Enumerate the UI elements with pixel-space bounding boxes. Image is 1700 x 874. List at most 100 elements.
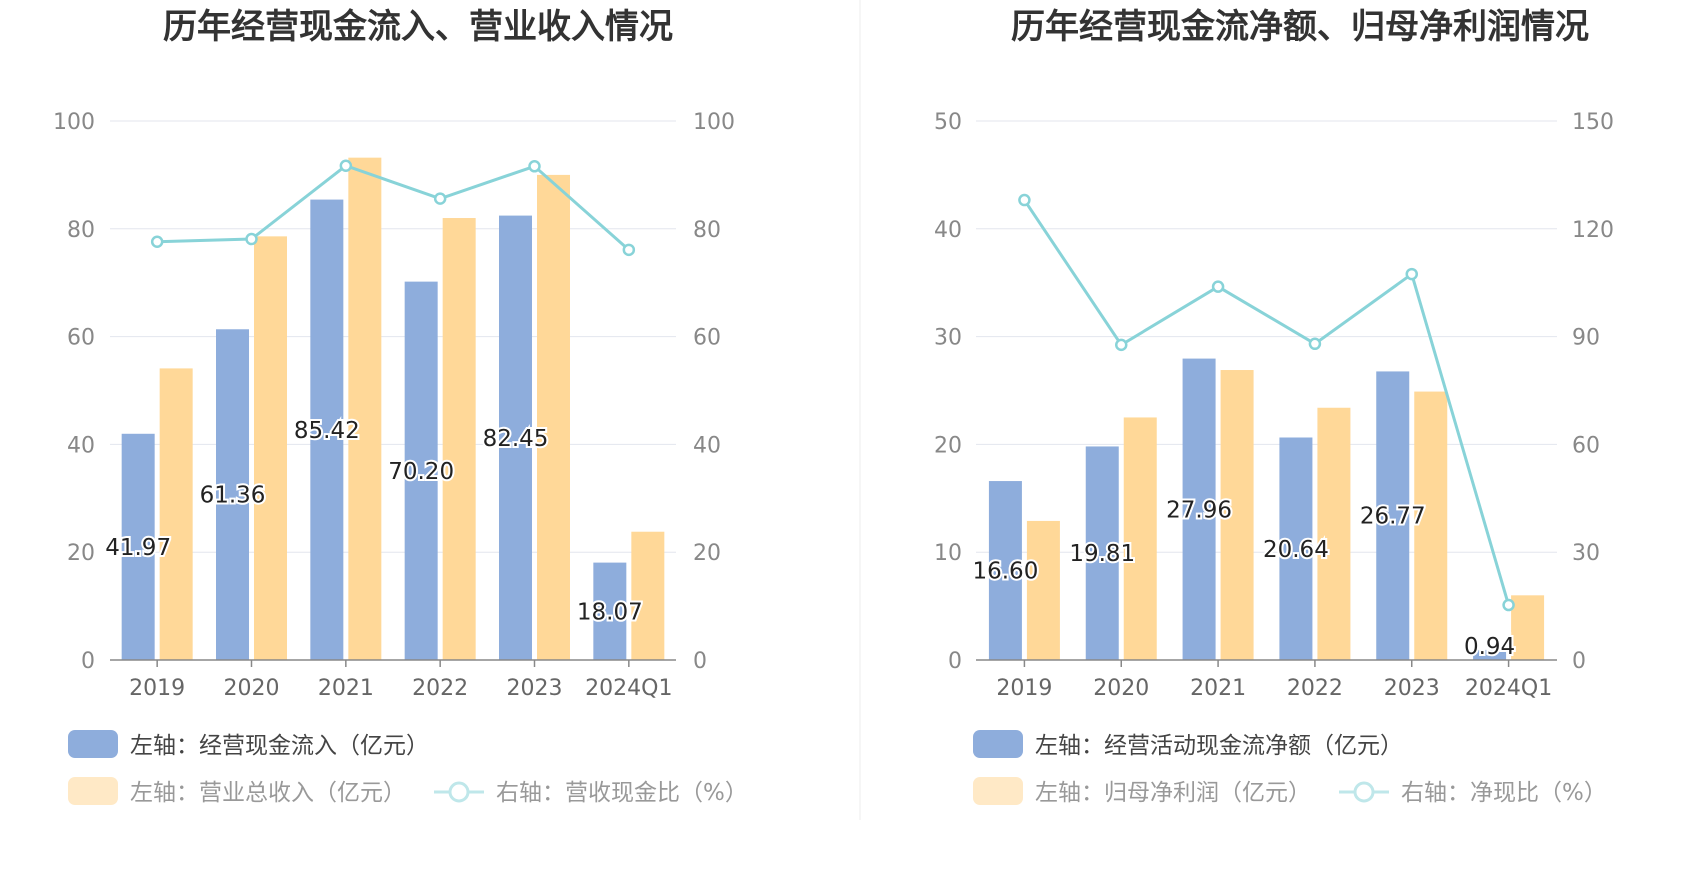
right-axis-tick: 30 — [1572, 541, 1600, 566]
legend-label-secondary: 左轴：归母净利润（亿元） — [1035, 780, 1311, 806]
chart-netcashflow-profit: 历年经营现金流净额、归母净利润情况 0 10 20 30 40 50 0 30 60 90 120 15… — [934, 7, 1614, 806]
bar-secondary — [1317, 407, 1351, 660]
bar-data-label: 26.77 — [1360, 504, 1426, 530]
bar-primary — [988, 481, 1022, 660]
legend-label-primary: 左轴：经营活动现金流净额（亿元） — [1035, 733, 1403, 759]
right-axis-tick: 0 — [1572, 649, 1586, 674]
left-axis-tick: 10 — [934, 541, 962, 566]
bar-secondary — [1511, 595, 1545, 660]
legend-swatch-primary — [973, 730, 1023, 758]
line-point — [622, 243, 636, 257]
line-point — [245, 232, 258, 246]
legend-swatch-primary — [68, 730, 118, 758]
line-point — [1018, 193, 1031, 207]
line-series — [1023, 199, 1511, 606]
bar-secondary — [1220, 370, 1254, 660]
bar-data-label: 85.42 — [294, 418, 360, 444]
bar-primary — [1085, 446, 1119, 660]
x-axis-label: 2020 — [224, 676, 280, 701]
bar-secondary — [631, 531, 665, 660]
legend-label-line: 右轴：营收现金比（%） — [496, 780, 748, 806]
legend-swatch-line-marker — [1353, 781, 1375, 803]
legend-label-secondary: 左轴：营业总收入（亿元） — [130, 780, 406, 806]
legend-label-line: 右轴：净现比（%） — [1401, 780, 1607, 806]
bar-secondary — [442, 218, 476, 660]
legend-swatch-secondary — [68, 777, 118, 805]
line-point — [528, 160, 541, 173]
right-axis-tick: 40 — [693, 433, 721, 458]
line-series — [157, 164, 630, 251]
bar-secondary — [348, 157, 382, 661]
x-axis-label: 2019 — [129, 676, 185, 701]
line-point — [1308, 337, 1322, 351]
x-axis-label: 2022 — [412, 676, 468, 701]
bar-primary — [216, 329, 249, 660]
bar-data-label: 41.97 — [105, 535, 171, 561]
right-axis-tick: 90 — [1572, 326, 1600, 351]
right-axis-tick: 60 — [693, 326, 721, 351]
bar-primary — [1376, 371, 1410, 660]
x-axis-label: 2021 — [318, 676, 374, 701]
bar-primary — [1473, 649, 1507, 660]
line-point — [1211, 280, 1225, 293]
bar-primary — [499, 215, 532, 661]
chart-title: 历年经营现金流入、营业收入情况 — [163, 7, 673, 47]
x-axis-label: 2023 — [1384, 676, 1440, 701]
line-point — [1502, 598, 1515, 612]
bar-primary — [1279, 437, 1313, 660]
left-axis-tick: 0 — [948, 649, 962, 674]
bar-primary — [404, 281, 438, 660]
legend-label-primary: 左轴：经营现金流入（亿元） — [130, 733, 429, 759]
bar-data-label: 82.45 — [483, 426, 549, 452]
left-axis-tick: 40 — [934, 218, 962, 243]
left-axis-tick: 20 — [934, 433, 962, 458]
left-axis-tick: 100 — [53, 110, 95, 135]
right-axis-tick: 120 — [1572, 218, 1614, 243]
bar-data-label: 70.20 — [388, 459, 454, 485]
right-axis-tick: 60 — [1572, 433, 1600, 458]
x-axis-label: 2024Q1 — [1465, 676, 1552, 701]
bar-data-label: 0.94 — [1464, 634, 1515, 660]
left-axis-tick: 30 — [934, 326, 962, 351]
bar-primary — [1182, 358, 1216, 660]
line-point — [1405, 267, 1418, 281]
bar-primary — [593, 562, 627, 660]
bar-secondary — [254, 236, 287, 660]
bar-primary — [121, 433, 155, 660]
x-axis-label: 2024Q1 — [585, 676, 672, 701]
bar-secondary — [1123, 417, 1157, 660]
bar-primary — [310, 199, 344, 661]
line-point — [150, 235, 164, 248]
chart-title: 历年经营现金流净额、归母净利润情况 — [1011, 7, 1589, 47]
x-axis-label: 2020 — [1093, 676, 1149, 701]
right-axis-tick: 100 — [693, 110, 735, 135]
left-axis-tick: 80 — [67, 218, 95, 243]
bar-data-label: 27.96 — [1166, 497, 1232, 523]
bar-secondary — [1026, 520, 1060, 660]
bar-secondary — [159, 368, 193, 660]
bar-secondary — [537, 174, 570, 660]
bar-data-label: 20.64 — [1263, 537, 1329, 563]
bar-data-label: 61.36 — [200, 483, 266, 509]
legend-swatch-line-marker — [448, 781, 470, 803]
right-axis-tick: 150 — [1572, 110, 1614, 135]
x-axis-label: 2022 — [1287, 676, 1343, 701]
x-axis-label: 2019 — [996, 676, 1052, 701]
line-point — [339, 159, 353, 172]
legend-swatch-secondary — [973, 777, 1023, 805]
left-axis-tick: 50 — [934, 110, 962, 135]
left-axis-tick: 20 — [67, 541, 95, 566]
right-axis-tick: 20 — [693, 541, 721, 566]
bar-data-label: 16.60 — [972, 559, 1038, 585]
line-point — [433, 192, 447, 205]
x-axis-label: 2021 — [1190, 676, 1246, 701]
bar-data-label: 18.07 — [577, 599, 643, 625]
bar-data-label: 19.81 — [1069, 541, 1135, 567]
left-axis-tick: 40 — [67, 433, 95, 458]
x-axis-label: 2023 — [507, 676, 563, 701]
bar-secondary — [1414, 391, 1448, 660]
right-axis-tick: 80 — [693, 218, 721, 243]
left-axis-tick: 60 — [67, 326, 95, 351]
chart-cashflow-revenue: 历年经营现金流入、营业收入情况 0 20 40 60 80 100 0 20 40 60 80 100 2… — [53, 7, 748, 806]
